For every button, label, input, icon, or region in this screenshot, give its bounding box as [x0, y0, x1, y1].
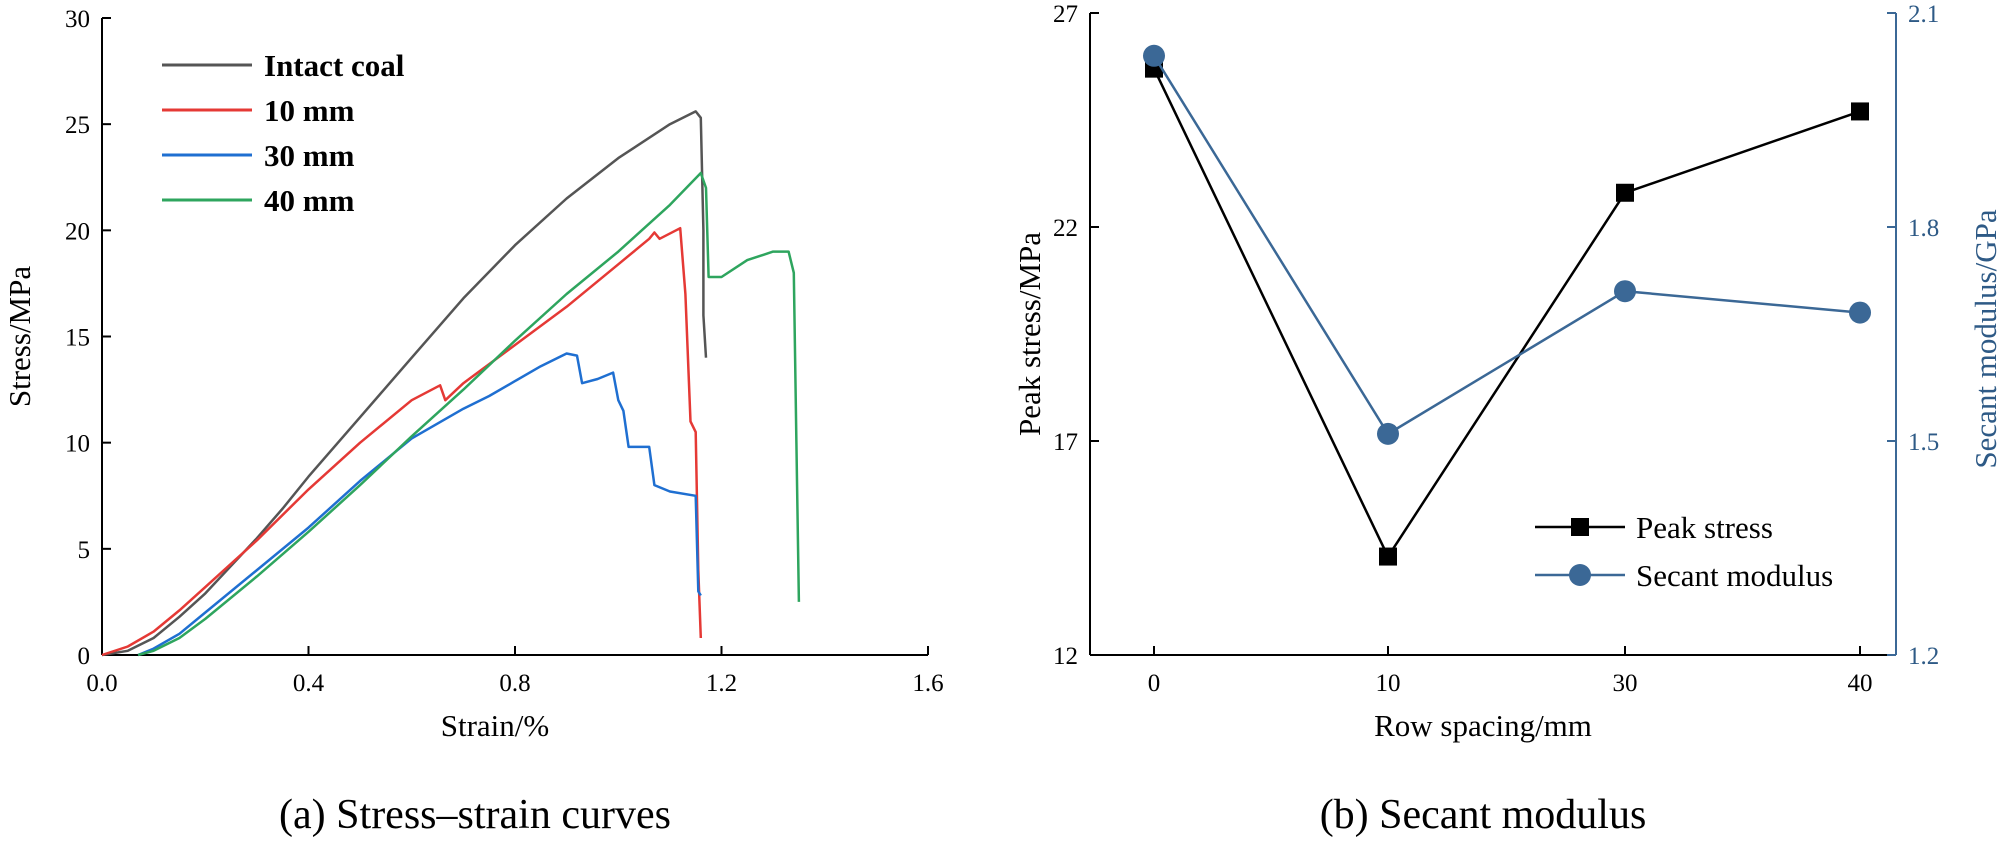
b-right-y-tick-label: 1.2	[1908, 643, 1939, 670]
b-secant-modulus-marker	[1849, 301, 1871, 324]
b-series-line-1	[1152, 68, 1861, 560]
b-secant-modulus-marker	[1377, 422, 1399, 445]
a-caption: (a) Stress–strain curves	[279, 792, 671, 838]
b-right-y-tick-label: 2.1	[1908, 1, 1939, 28]
b-x-tick-label: 30	[1613, 670, 1638, 697]
a-series-line-2	[101, 226, 703, 657]
a-legend-label-2: 10 mm	[264, 93, 355, 128]
b-peak-stress-marker	[1616, 183, 1634, 202]
a-x-tick-label: 1.2	[706, 670, 737, 697]
a-series-line-3	[137, 352, 702, 657]
b-secant-modulus-marker	[1143, 44, 1165, 67]
a-series-line-4	[137, 171, 801, 657]
a-y-tick-label: 5	[78, 537, 91, 564]
b-legend-marker-1	[1571, 518, 1589, 536]
b-peak-stress-marker	[1851, 102, 1869, 121]
a-y-tick-label: 15	[65, 325, 90, 352]
a-x-tick-label: 0.0	[86, 670, 117, 697]
b-x-tick-label: 0	[1148, 670, 1161, 697]
a-y-axis-title: Stress/MPa	[2, 266, 37, 407]
a-legend-label-3: 30 mm	[264, 138, 355, 173]
a-series-line-1	[101, 110, 708, 657]
panel-a-stress-strain-chart: 0.0 0.4 0.8 1.2 1.6 0 5 10 15 20 25 30 Strain/% Stres…	[2, 6, 944, 838]
panel-b-secant-modulus-chart: 0 10 30 40 12 17 22 27 1.2 1.5 1.8 2.1 Row spacing/m…	[1012, 1, 2003, 838]
b-x-tick-label: 10	[1376, 670, 1401, 697]
b-x-axis-title: Row spacing/mm	[1374, 708, 1592, 743]
b-left-y-tick-label: 17	[1053, 429, 1078, 456]
b-x-tick-label: 40	[1848, 670, 1873, 697]
b-right-y-tick-label: 1.5	[1908, 429, 1939, 456]
b-secant-modulus-marker	[1614, 280, 1636, 303]
a-y-tick-label: 10	[65, 431, 90, 458]
b-series-line-2	[1152, 55, 1861, 436]
b-legend-marker-2	[1569, 564, 1591, 586]
a-legend-label-1: Intact coal	[264, 48, 405, 83]
a-y-tick-label: 20	[65, 218, 90, 245]
a-y-tick-label: 30	[65, 6, 90, 33]
b-left-y-tick-label: 12	[1053, 643, 1078, 670]
a-x-tick-label: 0.4	[293, 670, 325, 697]
a-y-tick-label: 0	[78, 643, 91, 670]
a-legend-label-4: 40 mm	[264, 183, 355, 218]
a-x-axis-title: Strain/%	[441, 708, 550, 743]
b-legend-label-2: Secant modulus	[1636, 558, 1833, 593]
b-left-y-tick-label: 22	[1053, 215, 1078, 242]
b-right-y-axis-title: Secant modulus/GPa	[1968, 209, 2003, 468]
b-right-y-tick-label: 1.8	[1908, 215, 1939, 242]
a-x-tick-label: 0.8	[499, 670, 530, 697]
b-left-y-tick-label: 27	[1053, 1, 1078, 28]
b-peak-stress-marker	[1379, 547, 1397, 566]
a-y-tick-label: 25	[65, 112, 90, 139]
b-caption: (b) Secant modulus	[1320, 792, 1647, 838]
b-left-y-axis-title: Peak stress/MPa	[1012, 232, 1047, 436]
a-x-tick-label: 1.6	[912, 670, 943, 697]
b-legend-label-1: Peak stress	[1636, 510, 1773, 545]
